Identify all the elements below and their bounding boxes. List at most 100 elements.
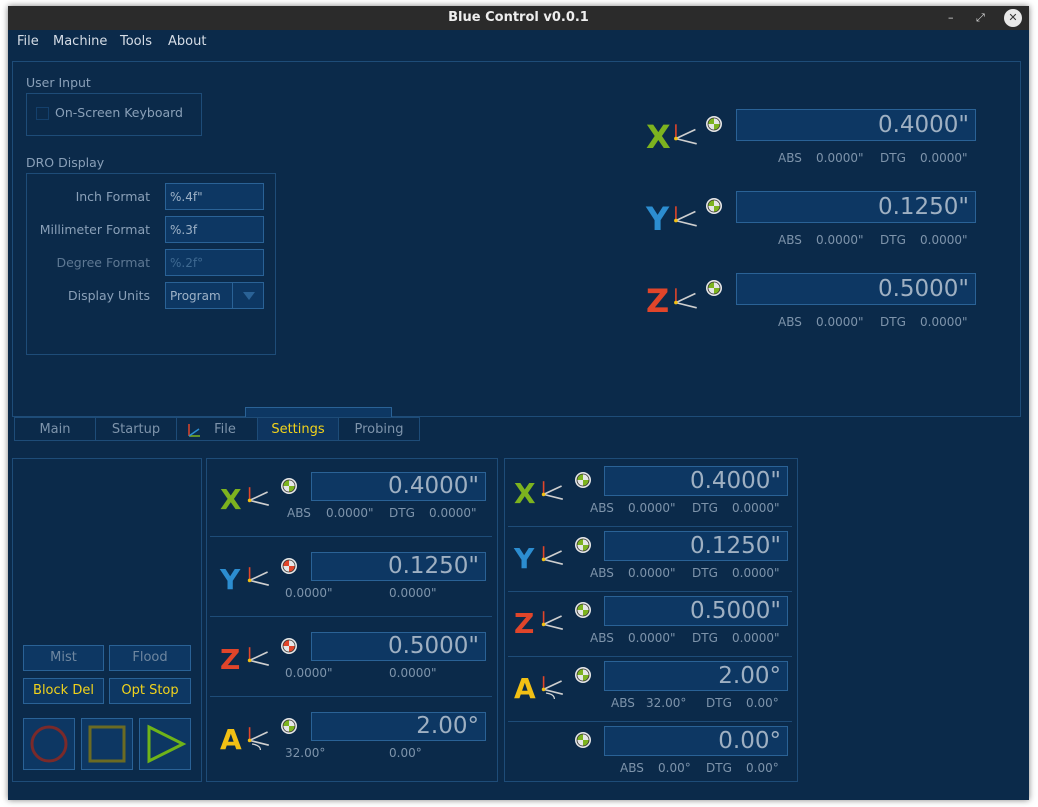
tab-file[interactable]: File	[176, 417, 258, 441]
keyboard-checkbox[interactable]	[36, 107, 49, 120]
dro-value-z[interactable]: 0.5000"	[736, 273, 976, 305]
degree-format-input[interactable]: %.2f°	[165, 249, 264, 276]
dro-value-x[interactable]: 0.4000"	[736, 109, 976, 141]
home-target-icon[interactable]	[574, 666, 592, 684]
axis-triad-icon	[674, 124, 697, 145]
abs-value: 0.0000"	[285, 586, 333, 600]
mm-format-input[interactable]: %.3f	[165, 216, 264, 243]
display-units-value: Program	[170, 289, 221, 303]
dro-value-x[interactable]: 0.4000"	[311, 472, 486, 501]
dro-value-a[interactable]: 2.00°	[311, 712, 486, 741]
axis-letter-a: A	[220, 723, 242, 756]
tab-startup[interactable]: Startup	[95, 417, 177, 441]
axis-triad-icon	[247, 647, 269, 666]
axis-triad-icon	[188, 424, 200, 437]
dtg-value: 0.00°	[389, 746, 422, 760]
home-target-icon[interactable]	[574, 536, 592, 554]
minimize-button[interactable]: –	[948, 11, 954, 24]
home-target-icon[interactable]	[280, 477, 298, 495]
axis-triad-icon	[674, 206, 697, 227]
dtg-value: 0.0000"	[732, 566, 780, 580]
user-input-group	[26, 93, 202, 136]
abs-label: ABS	[590, 631, 614, 645]
abs-label: ABS	[778, 233, 802, 247]
dtg-value: 0.00°	[746, 761, 779, 775]
row-separator	[508, 721, 792, 722]
dtg-value: 0.0000"	[389, 586, 437, 600]
dro-value-z[interactable]: 0.5000"	[311, 632, 486, 661]
axis-triad-icon	[541, 676, 563, 699]
square-pause-icon	[88, 725, 126, 763]
abs-value: 0.0000"	[285, 666, 333, 680]
abs-value: 32.00°	[646, 696, 687, 710]
home-target-icon[interactable]	[280, 557, 298, 575]
axis-letter-y: Y	[220, 563, 241, 596]
dtg-label: DTG	[389, 506, 415, 520]
title-bar: Blue Control v0.0.1	[8, 6, 1029, 30]
abs-label: ABS	[778, 315, 802, 329]
app-window: Blue Control v0.0.1 – ⤢ ✕ File Machine T…	[8, 6, 1029, 800]
inch-format-input[interactable]: %.4f"	[165, 183, 264, 210]
home-target-icon[interactable]	[574, 731, 592, 749]
mm-format-label: Millimeter Format	[39, 222, 150, 237]
dtg-label: DTG	[880, 315, 906, 329]
window-title: Blue Control v0.0.1	[448, 10, 589, 25]
axis-triad-icon	[674, 288, 697, 309]
tab-settings[interactable]: Settings	[257, 417, 339, 441]
dtg-label: DTG	[880, 151, 906, 165]
dro-value-y[interactable]: 0.1250"	[736, 191, 976, 223]
maximize-button[interactable]: ⤢	[976, 11, 985, 24]
dtg-value: 0.00°	[746, 696, 779, 710]
optional-stop-button[interactable]: Opt Stop	[109, 678, 191, 704]
abs-value: 0.0000"	[628, 566, 676, 580]
abs-label: ABS	[590, 501, 614, 515]
row-separator	[210, 536, 492, 537]
abs-value: 0.0000"	[628, 501, 676, 515]
dtg-value: 0.0000"	[920, 151, 968, 165]
dtg-value: 0.0000"	[920, 315, 968, 329]
dtg-label: DTG	[706, 696, 732, 710]
menu-about[interactable]: About	[168, 34, 207, 49]
chevron-down-icon	[243, 292, 255, 300]
menu-tools[interactable]: Tools	[120, 34, 153, 49]
dro-value-a[interactable]: 2.00°	[604, 661, 788, 691]
dro-value-z[interactable]: 0.5000"	[604, 596, 788, 626]
home-target-icon[interactable]	[705, 279, 723, 297]
dro-value-extra[interactable]: 0.00°	[604, 726, 788, 756]
keyboard-label: On-Screen Keyboard	[55, 105, 183, 120]
dro-value-x[interactable]: 0.4000"	[604, 466, 788, 496]
display-units-select[interactable]: Program	[165, 282, 264, 309]
dtg-value: 0.0000"	[429, 506, 477, 520]
home-target-icon[interactable]	[705, 197, 723, 215]
mist-button[interactable]: Mist	[23, 645, 104, 671]
display-units-label: Display Units	[67, 288, 150, 303]
abs-value: 0.0000"	[816, 151, 864, 165]
flood-button[interactable]: Flood	[109, 645, 191, 671]
stop-button[interactable]	[23, 718, 75, 770]
block-delete-button[interactable]: Block Del	[23, 678, 104, 704]
inch-format-label: Inch Format	[75, 189, 150, 204]
dro-value-y[interactable]: 0.1250"	[604, 531, 788, 561]
triangle-play-icon	[147, 724, 187, 764]
tab-probing[interactable]: Probing	[338, 417, 420, 441]
dro-value-y[interactable]: 0.1250"	[311, 552, 486, 581]
row-separator	[508, 591, 792, 592]
menu-machine[interactable]: Machine	[53, 34, 108, 49]
dro-display-title: DRO Display	[26, 155, 105, 170]
axis-triad-icon	[541, 481, 563, 500]
row-separator	[210, 696, 492, 697]
home-target-icon[interactable]	[574, 601, 592, 619]
user-input-title: User Input	[26, 75, 91, 90]
home-target-icon[interactable]	[280, 637, 298, 655]
cycle-start-button[interactable]	[139, 718, 191, 770]
tab-file-label: File	[214, 422, 236, 437]
dtg-label: DTG	[692, 631, 718, 645]
tab-main[interactable]: Main	[14, 417, 96, 441]
dtg-label: DTG	[880, 233, 906, 247]
home-target-icon[interactable]	[705, 115, 723, 133]
home-target-icon[interactable]	[574, 471, 592, 489]
close-button[interactable]: ✕	[1004, 9, 1022, 27]
menu-file[interactable]: File	[17, 34, 39, 49]
pause-button[interactable]	[81, 718, 133, 770]
home-target-icon[interactable]	[280, 717, 298, 735]
